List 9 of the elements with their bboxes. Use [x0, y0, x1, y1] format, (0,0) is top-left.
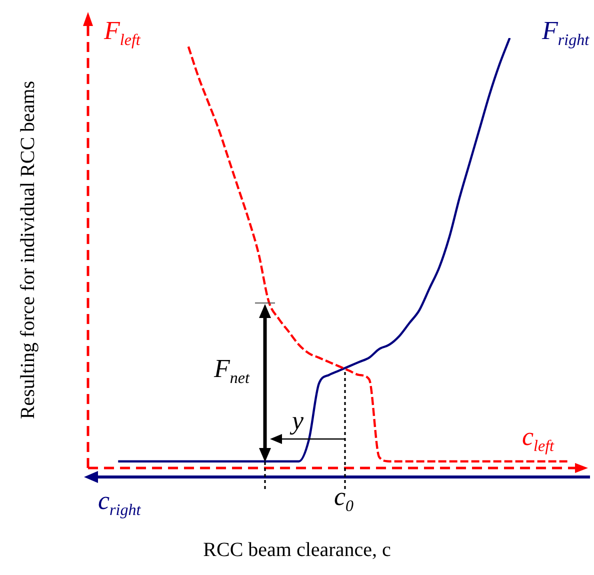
y-axis-title: Resulting force for individual RCC beams: [17, 80, 39, 420]
annotation: y: [292, 406, 304, 435]
annotation: F$_{net}$: [214, 354, 250, 388]
text: c$_{0}$: [334, 482, 354, 516]
text: c$_{right}$: [98, 486, 141, 520]
series-label: F$_{right}$: [542, 16, 590, 50]
legend-label: F$_{left}$: [104, 16, 140, 50]
annotation: c$_{left}$: [522, 422, 554, 456]
x-axis-title: RCC beam clearance, c: [202, 539, 392, 561]
